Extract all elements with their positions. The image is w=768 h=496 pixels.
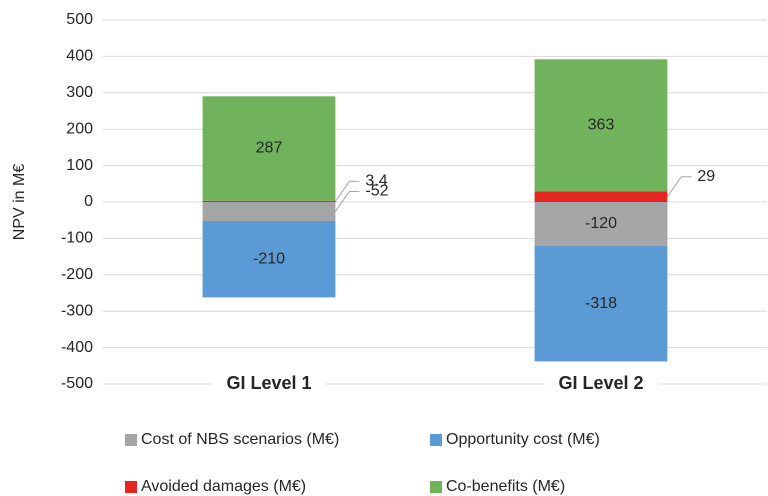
y-tick-label: 0 <box>84 193 93 210</box>
legend-swatch <box>430 434 442 446</box>
leader-line <box>334 190 360 212</box>
data-label: -210 <box>253 250 285 267</box>
legend-swatch <box>125 481 137 493</box>
y-tick-label: 500 <box>66 11 93 28</box>
y-tick-label: -200 <box>61 266 93 283</box>
data-label: -52 <box>365 183 388 200</box>
data-label: -318 <box>585 295 617 312</box>
label-bg <box>212 372 326 393</box>
leader-line <box>666 176 692 198</box>
data-label: 363 <box>588 117 615 134</box>
x-tick-label: GI Level 1 <box>226 373 311 393</box>
data-label: 287 <box>256 140 283 157</box>
leader-line <box>334 180 360 202</box>
legend-label: Cost of NBS scenarios (M€) <box>141 431 339 448</box>
y-tick-label: -300 <box>61 302 93 319</box>
y-tick-label: -400 <box>61 339 93 356</box>
y-tick-label: 200 <box>66 120 93 137</box>
bar-segment <box>202 220 336 298</box>
legend-swatch <box>430 481 442 493</box>
y-tick-label: 100 <box>66 157 93 174</box>
bar-segment <box>534 59 668 192</box>
y-tick-label: -100 <box>61 230 93 247</box>
bar-segment <box>534 191 668 202</box>
label-bg <box>544 372 658 393</box>
data-label: -120 <box>585 215 617 232</box>
data-label: 3.4 <box>365 173 387 190</box>
data-label: 29 <box>697 168 715 185</box>
bar-segment <box>202 200 336 202</box>
legend-label: Avoided damages (M€) <box>141 478 306 495</box>
bar-segment <box>534 245 668 362</box>
x-tick-label: GI Level 2 <box>558 373 643 393</box>
y-tick-label: 400 <box>66 48 93 65</box>
y-axis-label: NPV in M€ <box>11 164 28 241</box>
bar-segment <box>202 202 336 221</box>
bar-segment <box>534 202 668 246</box>
bar-segment <box>202 96 336 201</box>
legend-swatch <box>125 434 137 446</box>
y-tick-label: 300 <box>66 84 93 101</box>
legend-label: Co-benefits (M€) <box>446 478 565 495</box>
y-tick-label: -500 <box>61 375 93 392</box>
legend-label: Opportunity cost (M€) <box>446 431 600 448</box>
